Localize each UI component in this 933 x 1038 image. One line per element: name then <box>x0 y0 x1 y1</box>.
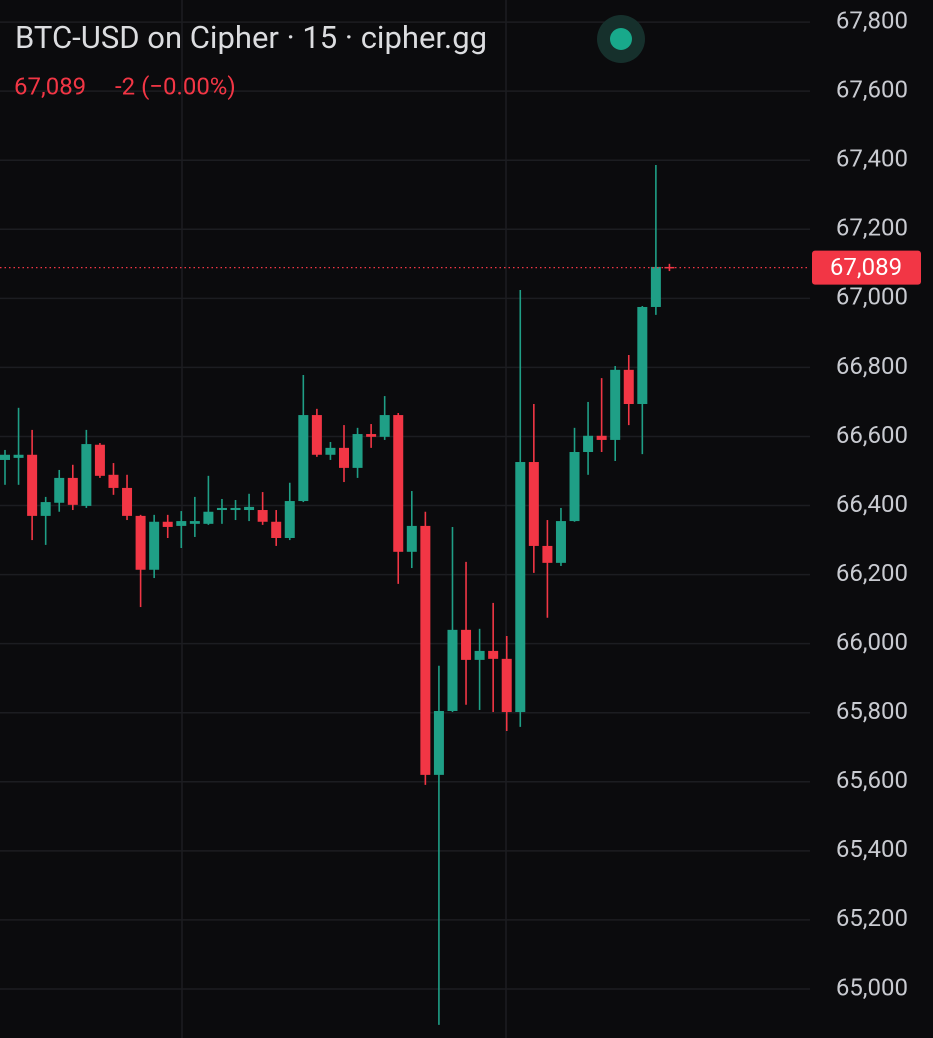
candle-body <box>189 521 200 524</box>
candle-body <box>488 650 499 659</box>
candle-body <box>162 521 173 527</box>
y-tick-label: 66,600 <box>836 421 908 449</box>
y-tick-label: 67,200 <box>836 214 908 242</box>
candle-body <box>569 452 580 522</box>
candle-body <box>81 444 92 506</box>
candle-body <box>474 650 485 660</box>
candle-body <box>94 444 105 476</box>
candle-body <box>13 454 24 458</box>
candle-body <box>0 454 10 460</box>
candle-body <box>271 521 282 538</box>
candle-body <box>298 415 309 502</box>
y-tick-label: 65,000 <box>836 973 908 1001</box>
candle-body <box>596 435 607 440</box>
candle-body <box>406 525 417 552</box>
candle-body <box>135 515 146 570</box>
last-price-label: 67,089 <box>830 253 902 281</box>
y-tick-label: 65,200 <box>836 904 908 932</box>
candle-body <box>352 434 363 468</box>
candle-body <box>515 462 526 713</box>
candle-body <box>67 477 78 505</box>
candle-body <box>311 415 322 455</box>
candle-body <box>447 629 458 711</box>
price: 67,089 <box>14 72 86 100</box>
y-tick-label: 67,000 <box>836 283 908 311</box>
candle-body <box>542 545 553 563</box>
y-tick-label: 65,800 <box>836 697 908 725</box>
grid: 65,000 65,200 65,400 65,600 65,800 66,000 66,2… <box>0 6 908 1001</box>
candle-body <box>176 521 187 526</box>
candle-body <box>555 521 566 563</box>
candle-body <box>203 511 214 524</box>
candle-body <box>433 710 444 775</box>
y-tick-label: 65,600 <box>836 766 908 794</box>
candle-body <box>54 477 65 503</box>
chart-title: BTC-USD on Cipher · 15 · cipher.gg <box>15 19 487 56</box>
candle-body <box>244 506 255 511</box>
price-change: -2 (−0.00%) <box>115 72 236 100</box>
overlay: 67,089 <box>0 250 921 285</box>
candle-body <box>40 502 51 516</box>
candle-body <box>108 474 119 488</box>
candle-body <box>149 521 160 570</box>
candle-body <box>528 462 539 546</box>
candle-body <box>122 487 133 516</box>
y-tick-label: 67,400 <box>836 145 908 173</box>
y-tick-label: 67,800 <box>836 6 908 34</box>
candle-body <box>230 507 241 511</box>
candle-body <box>216 507 227 511</box>
candle-body <box>650 266 661 307</box>
candle-body <box>664 266 675 269</box>
y-tick-label: 66,800 <box>836 352 908 380</box>
candle-body <box>420 525 431 775</box>
y-tick-label: 65,400 <box>836 835 908 863</box>
status-dot <box>610 28 632 50</box>
last-price-box <box>812 250 921 285</box>
candle-body <box>27 454 38 516</box>
candle-body <box>339 447 349 468</box>
candle-body <box>583 435 594 453</box>
y-tick-label: 66,400 <box>836 490 908 518</box>
candle-body <box>637 306 648 405</box>
candle-body <box>257 510 268 522</box>
candle-body <box>501 658 512 713</box>
candle-body <box>284 501 295 538</box>
y-tick-label: 67,600 <box>836 76 908 104</box>
candle-body <box>393 415 404 552</box>
candle-body <box>325 447 336 455</box>
candles <box>0 165 675 1025</box>
candle-body <box>623 369 634 405</box>
candle-body <box>366 434 377 437</box>
y-tick-label: 66,200 <box>836 559 908 587</box>
y-tick-label: 66,000 <box>836 628 908 656</box>
candle-body <box>379 415 390 437</box>
candle-body <box>461 629 472 660</box>
candle-body <box>610 369 621 440</box>
